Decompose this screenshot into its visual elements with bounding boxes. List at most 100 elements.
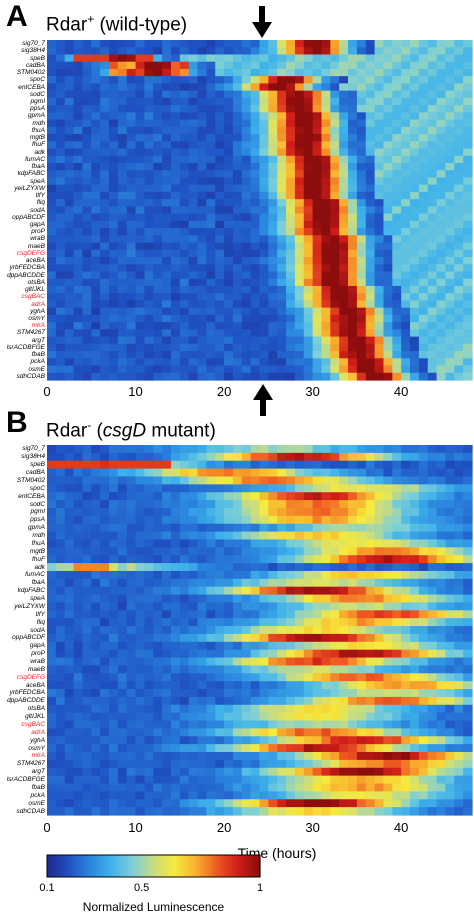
heatmap-cell (286, 191, 296, 200)
heatmap-cell (91, 791, 101, 800)
heatmap-cell (126, 112, 137, 121)
heatmap-cell (82, 539, 92, 548)
heatmap-cell (356, 445, 367, 454)
heatmap-cell (365, 83, 376, 92)
heatmap-cell (436, 372, 447, 381)
heatmap-cell (206, 90, 216, 99)
heatmap-cell (91, 539, 101, 548)
heatmap-cell (374, 148, 385, 157)
heatmap-cell (91, 452, 101, 462)
gene-label: yeiLZYXW (14, 184, 45, 192)
heatmap-cell (259, 365, 269, 374)
heatmap-cell (64, 148, 75, 157)
heatmap-cell (224, 242, 234, 251)
heatmap-cell (100, 191, 110, 200)
heatmap-cell (365, 445, 376, 454)
heatmap-cell (73, 148, 84, 157)
heatmap-cell (170, 257, 181, 265)
heatmap-cell (418, 657, 429, 667)
heatmap-cell (153, 199, 163, 207)
heatmap-cell (303, 329, 314, 338)
heatmap-cell (241, 343, 252, 352)
heatmap-cell (47, 618, 57, 627)
heatmap-cell (294, 657, 305, 667)
heatmap-cell (162, 468, 172, 478)
heatmap-cell (197, 602, 207, 611)
heatmap-cell (463, 681, 473, 690)
heatmap-cell (197, 177, 207, 186)
heatmap-cell (232, 507, 243, 517)
heatmap-cell (436, 365, 447, 374)
heatmap-cell (427, 242, 438, 251)
heatmap-cell (418, 570, 429, 580)
heatmap-cell (179, 365, 190, 374)
heatmap-cell (392, 358, 402, 367)
heatmap-cell (321, 358, 331, 367)
heatmap-cell (277, 90, 287, 99)
heatmap-cell (135, 492, 145, 501)
heatmap-cell (117, 783, 128, 792)
heatmap-cell (410, 610, 420, 619)
heatmap-cell (197, 235, 207, 244)
heatmap-cell (312, 689, 323, 698)
colorbar-segment (213, 855, 216, 877)
heatmap-cell (330, 515, 340, 525)
heatmap-cell (224, 500, 234, 509)
heatmap-cell (162, 213, 172, 222)
heatmap-cell (294, 626, 305, 635)
heatmap-cell (445, 155, 455, 164)
heatmap-cell (179, 507, 190, 517)
heatmap-cell (463, 783, 473, 792)
heatmap-cell (206, 314, 216, 323)
heatmap-cell (91, 184, 101, 193)
heatmap-cell (268, 47, 278, 56)
heatmap-cell (427, 492, 438, 501)
heatmap-cell (224, 170, 234, 179)
heatmap-cell (241, 293, 252, 302)
heatmap-cell (303, 155, 314, 164)
heatmap-cell (82, 307, 92, 316)
heatmap-cell (303, 61, 314, 70)
heatmap-cell (268, 586, 278, 596)
heatmap-cell (392, 696, 402, 706)
heatmap-cell (153, 657, 163, 667)
heatmap-cell (108, 767, 119, 777)
heatmap-cell (179, 242, 190, 251)
heatmap-cell (100, 657, 110, 667)
heatmap-cell (117, 759, 128, 769)
heatmap-cell (259, 126, 269, 135)
heatmap-cell (286, 602, 296, 611)
heatmap-cell (197, 322, 207, 330)
heatmap-cell (117, 610, 128, 619)
heatmap-cell (162, 563, 172, 572)
heatmap-cell (73, 134, 84, 142)
heatmap-cell (144, 696, 154, 706)
heatmap-cell (232, 633, 243, 643)
heatmap-cell (365, 610, 376, 619)
heatmap-cell (427, 720, 438, 729)
heatmap-cell (179, 531, 190, 541)
x-tick-label: 30 (305, 820, 320, 835)
heatmap-cell (454, 329, 464, 338)
gene-label: gapA (29, 220, 45, 228)
heatmap-cell (303, 547, 314, 556)
heatmap-cell (206, 547, 216, 556)
heatmap-cell (356, 704, 367, 714)
heatmap-cell (418, 90, 429, 99)
heatmap-cell (117, 322, 128, 330)
heatmap-cell (463, 799, 473, 808)
heatmap-cell (454, 807, 464, 816)
heatmap-cell (215, 372, 225, 381)
heatmap-cell (188, 336, 199, 345)
heatmap-cell (454, 285, 464, 294)
heatmap-cell (170, 767, 181, 777)
heatmap-cell (108, 547, 119, 556)
heatmap-cell (64, 141, 75, 150)
heatmap-cell (365, 343, 376, 352)
heatmap-cell (259, 570, 269, 580)
heatmap-cell (179, 665, 190, 674)
heatmap-cell (277, 696, 287, 706)
heatmap-cell (312, 249, 323, 258)
heatmap-cell (392, 641, 402, 651)
heatmap-cell (321, 563, 331, 572)
